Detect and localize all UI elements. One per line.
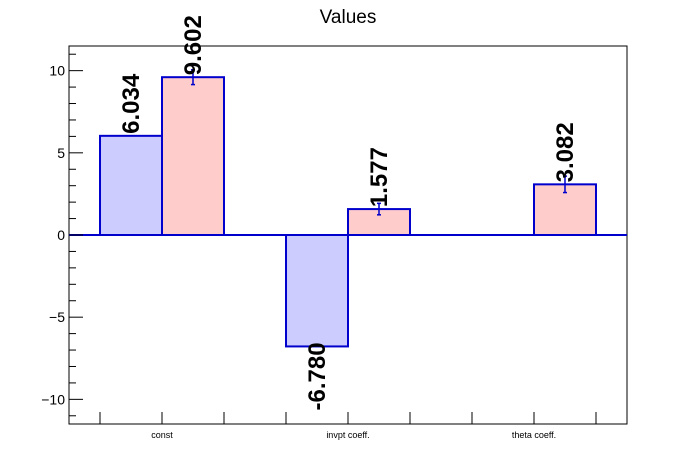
y-axis: −10 −5 0 5 10 — [41, 53, 83, 417]
value-label: 3.082 — [552, 122, 579, 182]
bar-s1-0 — [99, 134, 164, 236]
x-category-label: theta coeff. — [512, 430, 556, 440]
value-labels-group: 6.034 -6.780 9.602 1.577 3.082 — [118, 15, 579, 410]
y-tick-label: −10 — [41, 391, 65, 407]
y-tick-label: 0 — [57, 227, 65, 243]
bar-s1-1 — [285, 234, 349, 348]
y-tick-label: 10 — [49, 63, 65, 79]
y-tick-label: 5 — [57, 145, 65, 161]
value-label: -6.780 — [304, 342, 331, 410]
value-label: 9.602 — [180, 15, 207, 75]
bars-group — [99, 69, 597, 348]
x-category-label: const — [151, 430, 173, 440]
value-label: 1.577 — [366, 147, 393, 207]
bar-s2-0 — [161, 76, 225, 236]
x-axis: const invpt coeff. theta coeff. — [99, 412, 597, 440]
chart-title: Values — [320, 7, 377, 28]
x-category-label: invpt coeff. — [326, 430, 369, 440]
value-label: 6.034 — [118, 73, 145, 134]
y-tick-label: −5 — [49, 309, 65, 325]
